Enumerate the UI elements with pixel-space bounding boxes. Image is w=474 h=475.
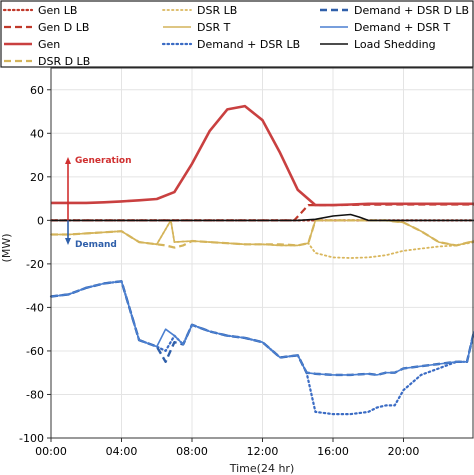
legend-label: Demand + DSR LB: [197, 38, 300, 51]
y-tick-label: -40: [26, 301, 44, 314]
legend-label: Load Shedding: [354, 38, 436, 51]
legend-label: DSR T: [197, 21, 231, 34]
legend-label: Gen LB: [38, 4, 77, 17]
legend-box: [0, 0, 474, 68]
y-axis-label: (MW): [0, 234, 13, 263]
series-line-dsr-t: [51, 219, 474, 247]
series-line-demand-dsr-t: [50, 280, 474, 376]
series-line-gen: [51, 104, 474, 207]
generation-annotation: Generation: [75, 156, 132, 166]
y-tick-label: -60: [26, 345, 44, 358]
legend: Gen LB DSR LB Demand + DSR D LB Gen D LB DSR…: [0, 0, 474, 68]
y-tick-label: 40: [30, 127, 44, 140]
annotations: Generation Demand: [65, 156, 132, 250]
generation-arrow-head: [65, 157, 71, 164]
x-tick-label: 08:00: [176, 445, 208, 458]
legend-label: Gen: [38, 38, 60, 51]
grid: [50, 68, 474, 439]
legend-label: Demand + DSR T: [354, 21, 450, 34]
series-line-load-shedding: [51, 213, 474, 222]
legend-label: DSR LB: [197, 4, 237, 17]
y-tick-label: -100: [19, 432, 44, 445]
x-tick-label: 12:00: [247, 445, 279, 458]
y-tick-label: 60: [30, 84, 44, 97]
series-lines: [49, 104, 474, 416]
x-tick-label: 04:00: [106, 445, 138, 458]
demand-annotation: Demand: [75, 240, 117, 250]
y-tick-label: -20: [26, 258, 44, 271]
legend-label: DSR D LB: [38, 55, 90, 68]
legend-label: Gen D LB: [38, 21, 89, 34]
x-tick-label: 16:00: [317, 445, 349, 458]
legend-label: Demand + DSR D LB: [354, 4, 469, 17]
y-tick-label: 20: [30, 171, 44, 184]
y-tick-label: 0: [37, 214, 44, 227]
demand-arrow-head: [65, 238, 71, 245]
y-tick-label: -80: [26, 388, 44, 401]
x-tick-label: 00:00: [35, 445, 67, 458]
x-tick-label: 20:00: [388, 445, 420, 458]
x-axis-label: Time(24 hr): [229, 462, 295, 475]
